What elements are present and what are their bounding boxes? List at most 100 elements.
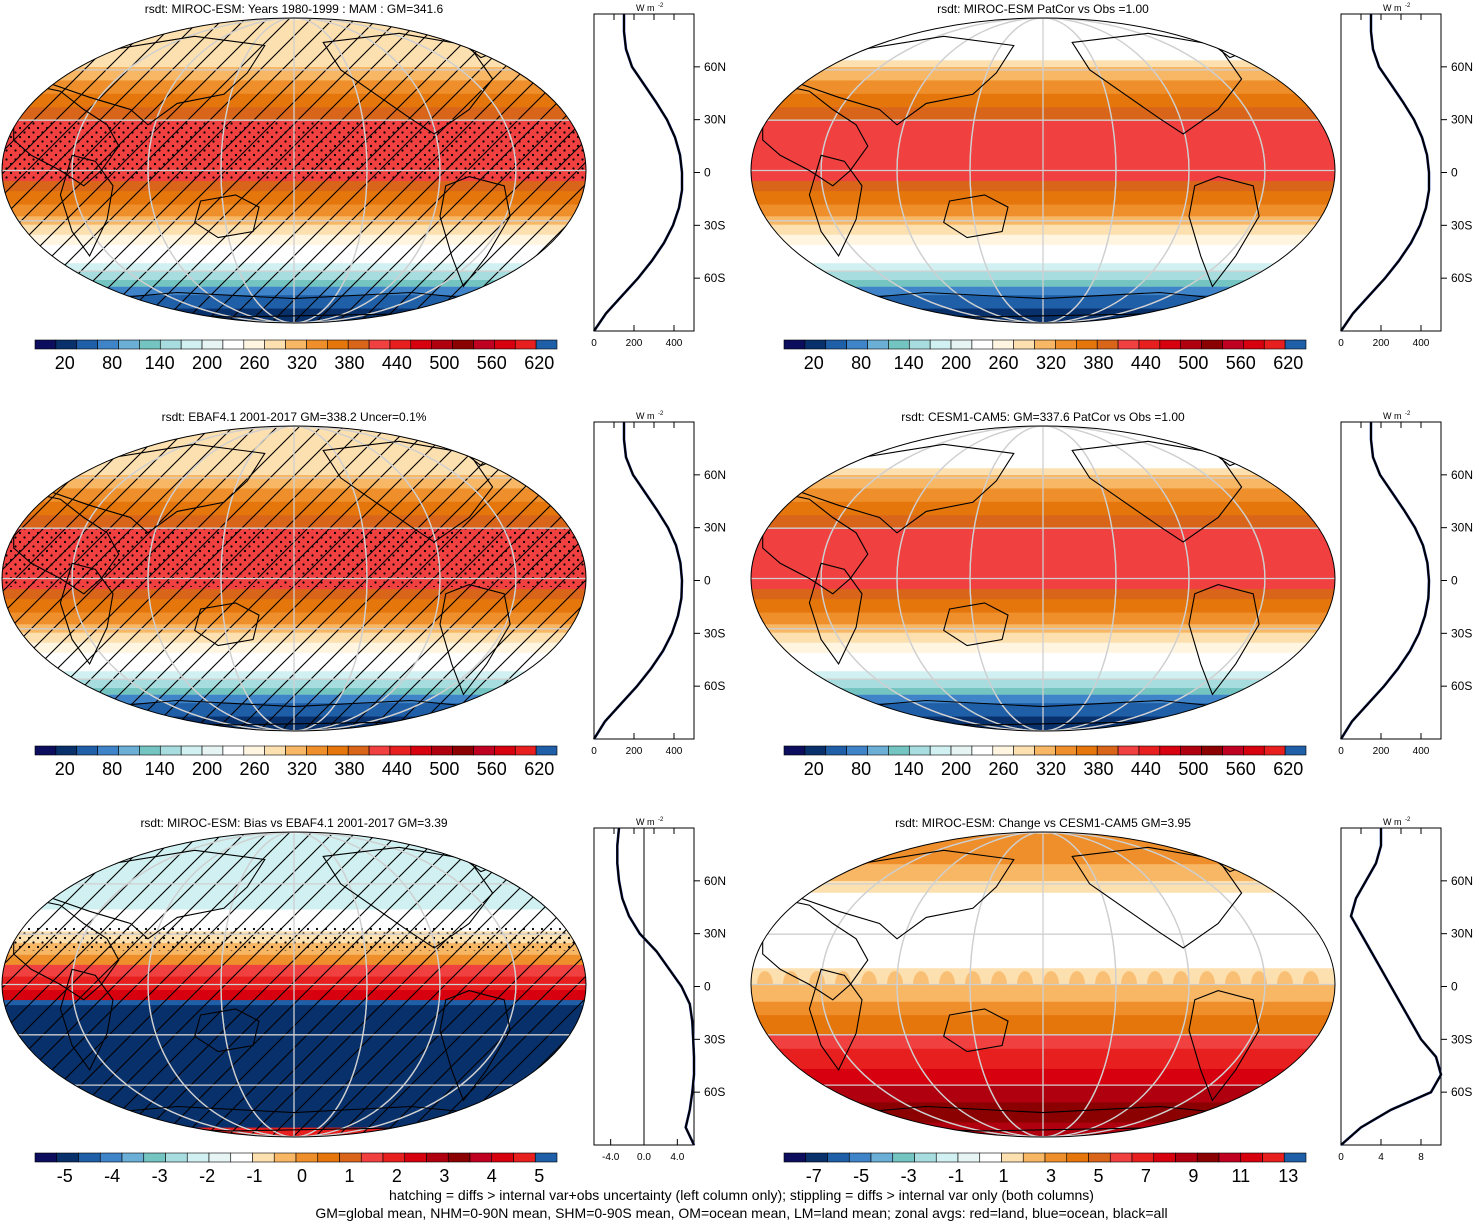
zonal-x-label: 400 bbox=[1413, 338, 1430, 349]
colorbar-swatch bbox=[992, 745, 1014, 756]
colorbar-tick-label: 7 bbox=[1140, 1166, 1151, 1186]
colorbar-swatch bbox=[783, 745, 806, 756]
panel-title: rsdt: MIROC-ESM: Change vs CESM1-CAM5 GM… bbox=[895, 816, 1191, 830]
zonal-lat-label: 60N bbox=[1451, 60, 1473, 74]
zonal-x-label: -4.0 bbox=[602, 1152, 620, 1163]
zonal-lat-label: 30N bbox=[1451, 521, 1473, 535]
zonal-lat-label: 60N bbox=[704, 60, 726, 74]
graticule-lon bbox=[969, 426, 1117, 731]
colorbar-swatch bbox=[1076, 745, 1098, 756]
graticule-lon bbox=[147, 18, 441, 323]
coastline bbox=[808, 562, 863, 665]
colorbar-tick-label: 200 bbox=[941, 759, 972, 779]
zonal-x-label: 0 bbox=[1338, 338, 1344, 349]
colorbar-swatch bbox=[306, 745, 328, 756]
colorbar-swatch bbox=[971, 339, 994, 350]
colorbar-tick-label: -1 bbox=[948, 1166, 965, 1186]
colorbar-swatch bbox=[76, 339, 98, 350]
colorbar-swatch bbox=[1284, 745, 1307, 756]
colorbar-swatch bbox=[1196, 1152, 1220, 1163]
colorbar-swatch bbox=[1159, 745, 1182, 756]
colorbar-swatch bbox=[121, 1152, 145, 1163]
colorbar-swatch bbox=[846, 339, 868, 350]
colorbar-tick-label: 440 bbox=[381, 353, 412, 373]
coastline bbox=[13, 898, 120, 1001]
colorbar-swatch bbox=[76, 745, 98, 756]
colorbar-tick-label: 560 bbox=[476, 759, 507, 779]
coastline bbox=[1188, 584, 1260, 696]
zonal-x-label: 400 bbox=[666, 746, 683, 757]
colorbar-swatch bbox=[97, 339, 119, 350]
zonal-line-all bbox=[616, 827, 695, 1146]
colorbar-swatch bbox=[1109, 1152, 1133, 1163]
colorbar-tick-label: 320 bbox=[286, 353, 318, 373]
colorbar-swatch bbox=[1055, 745, 1077, 756]
colorbar-swatch bbox=[1013, 339, 1035, 350]
zonal-line-land bbox=[1340, 422, 1431, 740]
coastline bbox=[762, 492, 869, 595]
colorbar-swatch bbox=[494, 745, 516, 756]
colorbar-tick-label: 380 bbox=[1083, 353, 1114, 373]
zonal-unit-label: W m bbox=[1383, 3, 1402, 13]
colorbar-tick-label: 440 bbox=[1130, 353, 1161, 373]
colorbar-swatch bbox=[230, 1152, 253, 1163]
colorbar-tick-label: 500 bbox=[1178, 759, 1209, 779]
colorbar-swatch bbox=[34, 339, 57, 350]
zonal-profile-5: 60N 30N 0 30S 60S W m -2 -4.0 0.0 4.0 bbox=[593, 817, 726, 1163]
colorbar-tick-label: 320 bbox=[286, 759, 318, 779]
colorbar-swatch bbox=[285, 745, 307, 756]
colorbar-swatch bbox=[159, 745, 182, 756]
colorbar-tick-label: -1 bbox=[246, 1166, 263, 1186]
colorbar-tick-label: -5 bbox=[853, 1166, 870, 1186]
coastline bbox=[1188, 176, 1260, 288]
colorbar-swatch bbox=[950, 745, 973, 756]
zonal-line-ocean bbox=[1339, 14, 1431, 332]
colorbar-swatch bbox=[1022, 1152, 1046, 1163]
zonal-profile-3: 60N 30N 0 30S 60S W m -2 0 200 400 bbox=[591, 411, 726, 757]
colorbar-tick-label: 3 bbox=[1045, 1166, 1057, 1186]
colorbar-swatch bbox=[979, 1152, 1002, 1163]
colorbar-swatch bbox=[186, 1152, 210, 1163]
zonal-lat-label: 60S bbox=[704, 679, 725, 693]
zonal-profile-6: 60N 30N 0 30S 60S W m -2 0 4 8 bbox=[1338, 817, 1473, 1163]
coastline bbox=[35, 35, 266, 126]
map-panel-3 bbox=[1, 425, 587, 732]
colorbar-swatch bbox=[99, 1152, 123, 1163]
colorbar-tick-label: 440 bbox=[381, 759, 412, 779]
colorbar-swatch bbox=[1131, 1152, 1155, 1163]
zonal-x-label: 200 bbox=[626, 338, 643, 349]
coastline bbox=[1188, 990, 1260, 1102]
colorbar-tick-label: 20 bbox=[803, 353, 824, 373]
colorbar-swatch bbox=[535, 339, 558, 350]
graticule-lon bbox=[147, 426, 441, 731]
coastline bbox=[808, 154, 863, 257]
colorbar-tick-label: 13 bbox=[1278, 1166, 1299, 1186]
colorbar-swatch bbox=[1263, 745, 1286, 756]
zonal-lat-label: 60N bbox=[1451, 874, 1473, 888]
colorbar-swatch bbox=[139, 339, 161, 350]
colorbar-swatch bbox=[1283, 1152, 1307, 1163]
zonal-lat-label: 60S bbox=[1451, 679, 1472, 693]
zonal-lat-label: 30S bbox=[1451, 218, 1472, 232]
colorbar-swatch bbox=[870, 1152, 894, 1163]
colorbar-swatch bbox=[908, 745, 931, 756]
colorbar-swatch bbox=[97, 745, 119, 756]
zonal-frame bbox=[593, 13, 695, 332]
colorbar-swatch bbox=[888, 745, 910, 756]
colorbar-tick-label: 560 bbox=[1225, 759, 1256, 779]
colorbar-swatch bbox=[848, 1152, 872, 1163]
colorbar-swatch bbox=[494, 339, 516, 350]
coastline bbox=[1071, 846, 1243, 949]
colorbar-tick-label: 80 bbox=[102, 759, 123, 779]
colorbar-swatch bbox=[317, 1152, 340, 1163]
colorbar-swatch bbox=[243, 339, 265, 350]
zonal-lat-label: 30S bbox=[1451, 1032, 1472, 1046]
colorbar-tick-label: 80 bbox=[851, 353, 872, 373]
colorbar-tick-label: 140 bbox=[144, 353, 175, 373]
zonal-lat-label: 30S bbox=[704, 1032, 725, 1046]
zonal-unit-sup: -2 bbox=[658, 817, 664, 823]
colorbar-swatch bbox=[514, 339, 537, 350]
colorbar-tick-label: 560 bbox=[476, 353, 507, 373]
colorbar-tick-label: 620 bbox=[1273, 759, 1304, 779]
colorbar-swatch bbox=[1096, 339, 1119, 350]
